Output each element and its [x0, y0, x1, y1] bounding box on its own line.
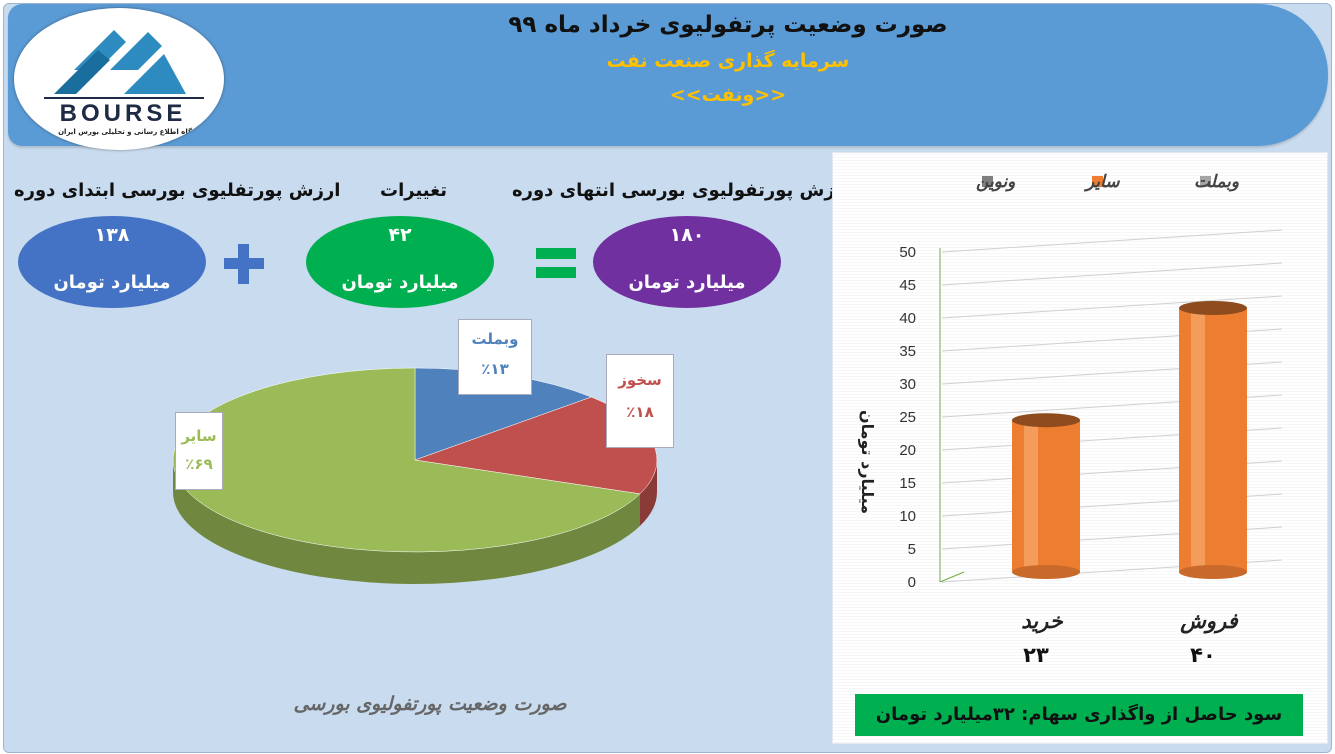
start-value-unit: میلیارد تومان: [53, 272, 171, 293]
pie-callout-sakhuz: سخوز ٪۱۸: [606, 354, 674, 448]
bar-cylinder: [1012, 420, 1080, 572]
gridline: [941, 229, 1283, 253]
bar-cylinder: [1179, 308, 1247, 572]
legend-swatch: [982, 176, 993, 187]
end-value-oval: ۱۸۰ میلیارد تومان: [593, 216, 781, 308]
pie-slice-value: ٪۱۸: [626, 403, 654, 421]
y-axis-label: میلیارد تومان: [858, 410, 877, 514]
change-value: ۴۲: [388, 224, 412, 246]
pie-slice-label: سایر: [181, 427, 217, 445]
start-value: ۱۳۸: [94, 224, 130, 246]
start-value-label: ارزش پورتفلیوی بورسی ابتدای دوره: [14, 180, 341, 201]
pie-slice-side: [173, 460, 641, 584]
change-value-unit: میلیارد تومان: [341, 272, 459, 293]
end-value-unit: میلیارد تومان: [628, 272, 746, 293]
equals-icon: [536, 248, 576, 278]
start-value-oval: ۱۳۸ میلیارد تومان: [18, 216, 206, 308]
change-oval: ۴۲ میلیارد تومان: [306, 216, 494, 308]
y-tick-label: 15: [899, 475, 916, 492]
gridline: [941, 295, 1283, 319]
legend-swatch: [1200, 176, 1211, 187]
legend-swatch: [1092, 176, 1103, 187]
y-tick-label: 30: [899, 376, 916, 393]
pie-slice: [172, 367, 641, 553]
end-value-label: ارزش پورتفولیوی بورسی انتهای دوره: [512, 180, 852, 201]
logo-subtitle: پایگاه اطلاع رسانی و تحلیلی بورس ایران: [58, 128, 200, 136]
change-label: تغییرات: [380, 180, 448, 201]
portfolio-pie-chart: [172, 367, 658, 584]
legend-label: سایر: [1083, 172, 1120, 192]
pie-slice-value: ٪۶۹: [185, 455, 213, 473]
trading-bar-chart: وبملت سایر ونوین 0 5 10 15 20 25 30 35 40 45 50 میلیار…: [858, 172, 1283, 667]
legend-label: وبملت: [1194, 172, 1239, 192]
ticker-symbol: <<ونفت>>: [669, 84, 787, 106]
bar-highlight: [1191, 308, 1205, 572]
gridline: [941, 262, 1283, 286]
legend-label: ونوین: [976, 172, 1015, 192]
pie-slice-side: [640, 460, 657, 526]
x-category-label: خرید: [1021, 609, 1063, 634]
y-tick-label: 0: [908, 574, 916, 591]
page-title: صورت وضعیت پرتفولیوی خرداد ماه ۹۹: [508, 12, 948, 38]
bar-base: [1012, 565, 1080, 579]
logo-word: BOURSE: [59, 100, 187, 127]
profit-note: سود حاصل از واگذاری سهام: ۳۲میلیارد توما…: [855, 694, 1303, 736]
floor-edge: [939, 571, 965, 583]
company-name: سرمایه گذاری صنعت نفت: [606, 50, 850, 72]
bar-top: [1179, 301, 1247, 315]
header-banner: صورت وضعیت پرتفولیوی خرداد ماه ۹۹ سرمایه…: [8, 4, 1328, 146]
pie-slice-value: ٪۱۳: [481, 360, 509, 378]
bar-top: [1012, 413, 1080, 428]
y-tick-label: 45: [899, 277, 916, 294]
pie-caption: صورت وضعیت پورتفولیوی بورسی: [293, 693, 567, 715]
bar-base: [1179, 565, 1247, 579]
y-tick-label: 5: [908, 541, 916, 558]
bar-value-label: ۲۳: [1023, 643, 1049, 667]
bourse-logo: BOURSE پایگاه اطلاع رسانی و تحلیلی بورس …: [14, 8, 224, 150]
end-value: ۱۸۰: [669, 224, 705, 246]
bar-value-label: ۴۰: [1190, 643, 1216, 667]
x-category-label: فروش: [1179, 609, 1238, 634]
y-tick-label: 10: [899, 508, 916, 525]
y-tick-label: 50: [899, 244, 916, 261]
y-tick-label: 35: [899, 343, 916, 360]
pie-slice-label: سخوز: [618, 371, 662, 389]
pie-slice-label: وبملت: [471, 330, 519, 348]
y-tick-label: 25: [899, 409, 916, 426]
bourse-logo-graphic: [44, 30, 204, 99]
y-tick-label: 40: [899, 310, 916, 327]
pie-callout-other: سایر ٪۶۹: [175, 412, 223, 490]
bar-highlight: [1024, 420, 1038, 572]
pie-callout-vbmellat: وبملت ٪۱۳: [458, 319, 532, 395]
plus-icon: [224, 244, 264, 284]
y-tick-label: 20: [899, 442, 916, 459]
